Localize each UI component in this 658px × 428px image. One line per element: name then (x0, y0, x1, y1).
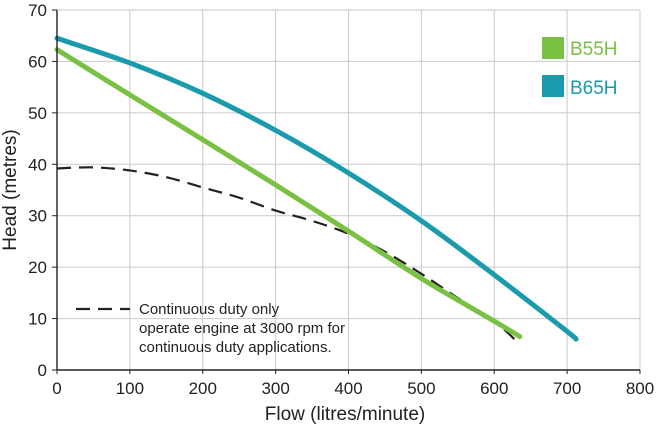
legend-label-b65h: B65H (570, 78, 618, 99)
grid (57, 9, 641, 370)
y-tick-label: 30 (28, 207, 47, 226)
x-tick-label: 200 (189, 379, 217, 398)
note-line-3: continuous duty applications. (139, 339, 332, 356)
legend-swatch-b55h (542, 37, 564, 59)
y-tick-label: 20 (28, 258, 47, 277)
legend-swatch-b65h (542, 75, 564, 97)
x-tick-label: 800 (626, 379, 654, 398)
y-tick-label: 70 (28, 1, 47, 20)
axes: 0 100 200 300 400 500 600 700 800 0 10 20 30 40 50 60 70 (28, 1, 654, 398)
continuous-duty-note: Continuous duty only operate engine at 3… (76, 301, 345, 356)
x-tick-label: 300 (261, 379, 289, 398)
y-tick-label: 50 (28, 104, 47, 123)
series-line-b65h (54, 35, 579, 342)
x-tick-label: 600 (480, 379, 508, 398)
y-tick-label: 40 (28, 155, 47, 174)
x-tick-label: 100 (116, 379, 144, 398)
legend: B55H B65H (542, 37, 618, 99)
y-tick-label: 10 (28, 310, 47, 329)
y-tick-label: 0 (38, 361, 47, 380)
y-tick-label: 60 (28, 52, 47, 71)
note-line-1: Continuous duty only (139, 301, 280, 318)
x-tick-label: 400 (334, 379, 362, 398)
y-axis-title: Head (metres) (0, 129, 21, 250)
note-line-2: operate engine at 3000 rpm for (139, 320, 345, 337)
x-tick-label: 700 (553, 379, 581, 398)
x-tick-label: 500 (407, 379, 435, 398)
series-line-b55h (54, 47, 523, 340)
x-axis-title: Flow (litres/minute) (265, 404, 425, 425)
series-layer (54, 35, 579, 346)
x-tick-label: 0 (52, 379, 61, 398)
legend-label-b55h: B55H (570, 39, 618, 60)
